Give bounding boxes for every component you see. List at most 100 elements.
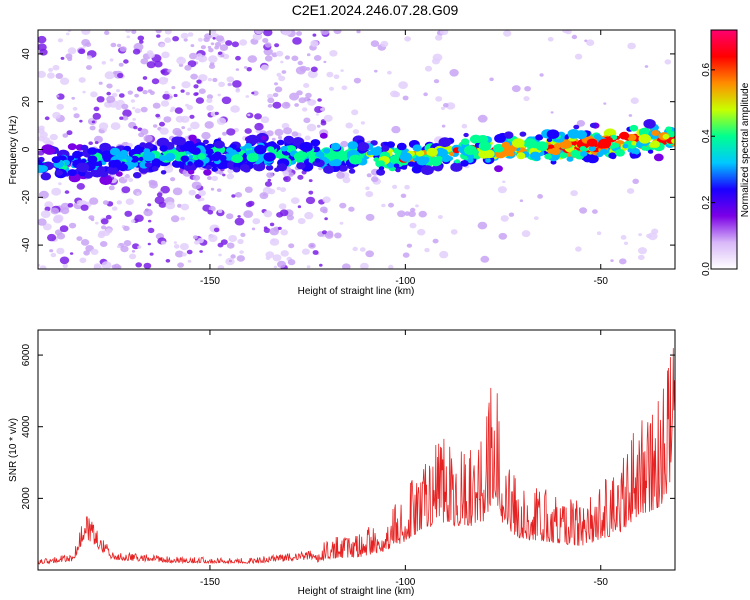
spectrogram-speckle bbox=[155, 113, 161, 118]
spectrogram-speckle bbox=[664, 59, 672, 65]
spectrogram-speckle bbox=[48, 67, 54, 72]
spectrogram-speckle bbox=[101, 225, 107, 230]
spectrogram-speckle bbox=[360, 121, 365, 125]
spectrogram-speckle bbox=[195, 97, 204, 104]
spectrogram-speckle bbox=[218, 170, 224, 175]
spectrogram-ridge-blob bbox=[159, 145, 168, 152]
spectrogram-speckle bbox=[126, 35, 131, 39]
spectrogram-speckle bbox=[140, 58, 149, 65]
spectrogram-ridge-blob bbox=[461, 138, 470, 145]
snr-y-axis: 2000 4000 6000 bbox=[21, 344, 675, 509]
spectrogram-speckle bbox=[323, 60, 327, 64]
spectrogram-ridge-blob bbox=[483, 149, 495, 159]
spectrogram-speckle bbox=[303, 83, 310, 88]
spectrogram-speckle bbox=[342, 263, 351, 269]
spectrogram-ridge-blob bbox=[139, 142, 147, 148]
spectrogram-speckle bbox=[106, 95, 116, 103]
spectrogram-ridge-blob bbox=[263, 152, 276, 162]
spectrogram-speckle bbox=[43, 223, 52, 231]
spectrogram-speckle bbox=[603, 102, 607, 105]
spectrogram-ridge-blob bbox=[376, 168, 386, 176]
spectrogram-ridge-blob bbox=[233, 166, 241, 173]
spectrogram-speckle bbox=[236, 255, 245, 262]
spectrogram-ridge-blob bbox=[435, 147, 447, 157]
spectrogram-speckle bbox=[576, 120, 586, 127]
spectrogram-ridge-blob bbox=[158, 155, 167, 162]
spectrogram-ridge-blob bbox=[619, 131, 630, 140]
spectrogram-speckle bbox=[537, 194, 543, 199]
spectrogram-ridge-blob bbox=[378, 166, 385, 171]
spectrogram-speckle bbox=[390, 90, 399, 98]
spectrogram-speckle bbox=[206, 98, 213, 104]
spectrogram-ridge-blob bbox=[314, 158, 321, 163]
spectrogram-ridge-blob bbox=[438, 137, 452, 148]
spectrogram-speckle bbox=[547, 37, 554, 42]
spectrogram-ridge-blob bbox=[553, 143, 562, 149]
spectrogram-speckle bbox=[310, 40, 319, 47]
spectrogram-speckle bbox=[86, 55, 92, 60]
spectrogram-ridge-blob bbox=[319, 132, 328, 139]
spectrogram-speckle bbox=[388, 264, 394, 269]
spectrogram-ridge-blob bbox=[519, 131, 527, 137]
spectrogram-speckle bbox=[329, 50, 338, 57]
spectrogram-speckle bbox=[291, 131, 299, 137]
spectrogram-ridge-blob bbox=[412, 144, 422, 152]
spectrogram-speckle bbox=[66, 32, 70, 36]
spectrogram-speckle bbox=[231, 194, 236, 198]
spectrogram-ridge-blob bbox=[501, 141, 510, 149]
spectrogram-ridge-blob bbox=[381, 145, 390, 152]
spectrogram-ridge-blob bbox=[386, 141, 396, 148]
spectrogram-ridge-blob bbox=[529, 151, 541, 160]
spectrogram-speckle bbox=[177, 262, 185, 268]
spectrogram-speckle bbox=[277, 135, 283, 140]
spectrogram-speckle bbox=[315, 113, 320, 116]
spectrogram-speckle bbox=[92, 112, 102, 120]
spectrogram-ridge-blob bbox=[338, 164, 348, 172]
spectrogram-speckle bbox=[40, 210, 51, 219]
spectrogram-speckle bbox=[151, 78, 160, 85]
spectrogram-ridge-blob bbox=[494, 165, 503, 173]
spectrogram-speckle bbox=[146, 61, 156, 69]
spectrogram-speckle bbox=[221, 96, 232, 105]
spectrogram-ridge-blob bbox=[133, 172, 142, 179]
snr-x-axis-label: Height of straight line (km) bbox=[298, 586, 415, 597]
spectrogram-speckle bbox=[81, 30, 91, 35]
spectrogram-ridge-blob bbox=[530, 141, 540, 149]
spectrogram-ridge-blob bbox=[171, 159, 183, 168]
spectrogram-speckle bbox=[226, 128, 236, 136]
spectrogram-speckle bbox=[310, 66, 318, 73]
spectrogram-ridge-blob bbox=[370, 147, 382, 156]
spectrogram-speckle bbox=[198, 88, 206, 94]
spectrogram-ridge-blob bbox=[246, 153, 259, 163]
spectrogram-speckle bbox=[348, 206, 355, 212]
spectrogram-ridge-blob bbox=[244, 143, 252, 149]
spectrogram-speckle bbox=[539, 73, 544, 77]
spectrogram-speckle bbox=[121, 186, 131, 194]
spectrogram-speckle bbox=[339, 221, 344, 225]
spectrogram-speckle bbox=[406, 243, 413, 248]
spectrogram-speckle bbox=[267, 93, 274, 99]
spectrogram-speckle bbox=[461, 123, 468, 129]
spectrogram-speckle bbox=[131, 250, 136, 253]
spectrogram-speckle bbox=[264, 181, 273, 187]
spectrogram-speckle bbox=[173, 93, 178, 98]
spectrogram-ridge-blob bbox=[566, 156, 574, 162]
spectrogram-ridge-blob bbox=[99, 175, 113, 186]
spectrogram-speckle bbox=[88, 141, 93, 145]
spectrogram-speckle bbox=[160, 185, 170, 194]
spectrogram-speckle bbox=[159, 127, 169, 135]
spectrogram-speckle bbox=[287, 172, 294, 178]
spectrogram-speckle bbox=[418, 210, 427, 218]
spectrogram-speckle bbox=[83, 250, 90, 256]
spectrogram-speckle bbox=[79, 257, 87, 264]
spectrogram-speckle bbox=[170, 177, 176, 182]
spectrogram-speckle bbox=[323, 114, 333, 122]
spectrogram-speckle bbox=[439, 30, 449, 36]
spectrogram-ridge-blob bbox=[407, 161, 415, 167]
spectrogram-speckle bbox=[252, 218, 261, 225]
spectrogram-speckle bbox=[340, 140, 349, 148]
spectrogram-speckle bbox=[120, 245, 129, 253]
spectrogram-ridge-blob bbox=[436, 156, 443, 161]
spectrogram-speckle bbox=[267, 104, 273, 108]
spectrogram-speckle bbox=[217, 93, 221, 97]
